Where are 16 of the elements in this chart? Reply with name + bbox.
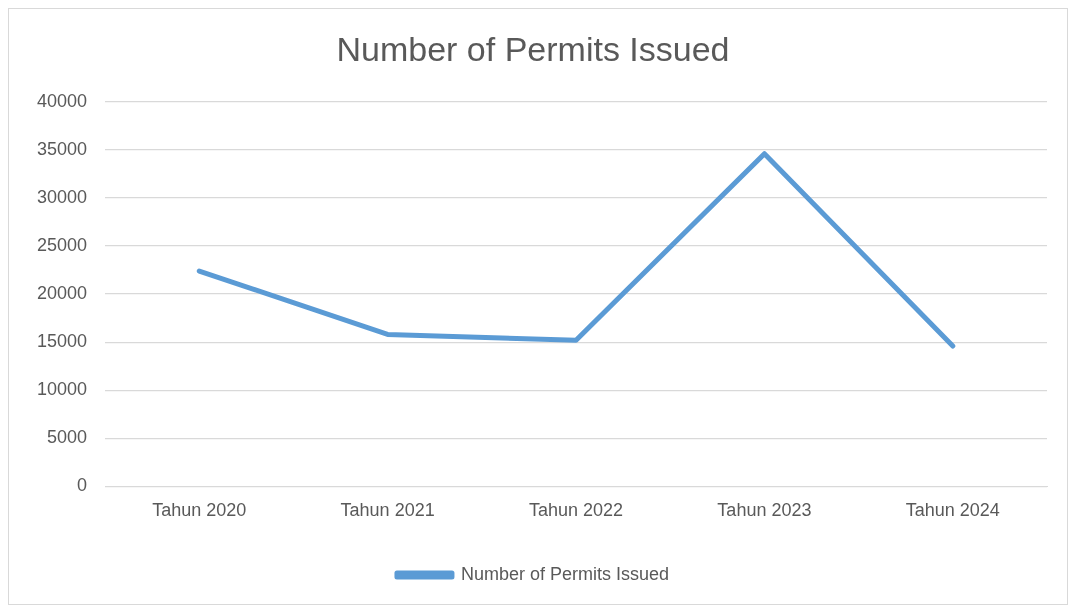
- x-tick-label: Tahun 2020: [152, 500, 247, 521]
- y-tick-label: 40000: [36, 90, 88, 111]
- x-tick-label: Tahun 2023: [717, 500, 812, 521]
- y-tick-label: 30000: [36, 186, 88, 207]
- y-tick-label: 15000: [36, 331, 88, 352]
- y-tick-label: 20000: [36, 283, 88, 304]
- x-tick-label: Tahun 2021: [340, 500, 435, 521]
- y-tick-label: 10000: [36, 379, 88, 400]
- y-tick-label: 0: [77, 475, 88, 496]
- x-tick-label: Tahun 2022: [528, 500, 624, 521]
- chart-title: Number of Permits Issued: [336, 29, 730, 68]
- y-tick-label: 25000: [36, 234, 88, 255]
- x-tick-label: Tahun 2024: [905, 500, 1000, 521]
- y-tick-label: 5000: [47, 427, 88, 448]
- legend-label: Number of Permits Issued: [460, 563, 670, 584]
- y-tick-label: 35000: [36, 138, 88, 159]
